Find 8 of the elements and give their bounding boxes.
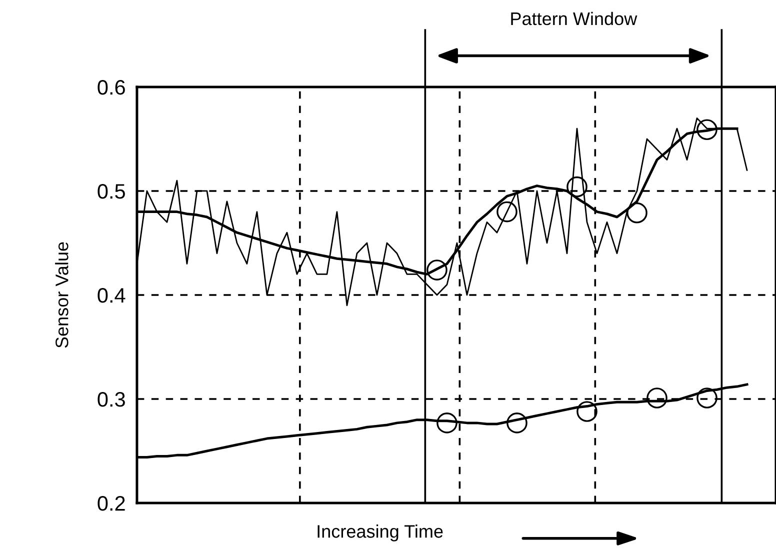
y-axis-title: Sensor Value bbox=[55, 242, 68, 348]
text: Pattern Window bbox=[511, 12, 638, 26]
y-tick-label: 0.2 bbox=[98, 496, 125, 511]
y-tick-label: 0.3 bbox=[98, 392, 125, 407]
y-tick-label: 0.5 bbox=[98, 184, 125, 199]
y-tick-label: 0.4 bbox=[98, 288, 126, 303]
x-axis-title: Increasing Time bbox=[318, 524, 443, 542]
y-tick-label: 0.6 bbox=[98, 80, 125, 95]
